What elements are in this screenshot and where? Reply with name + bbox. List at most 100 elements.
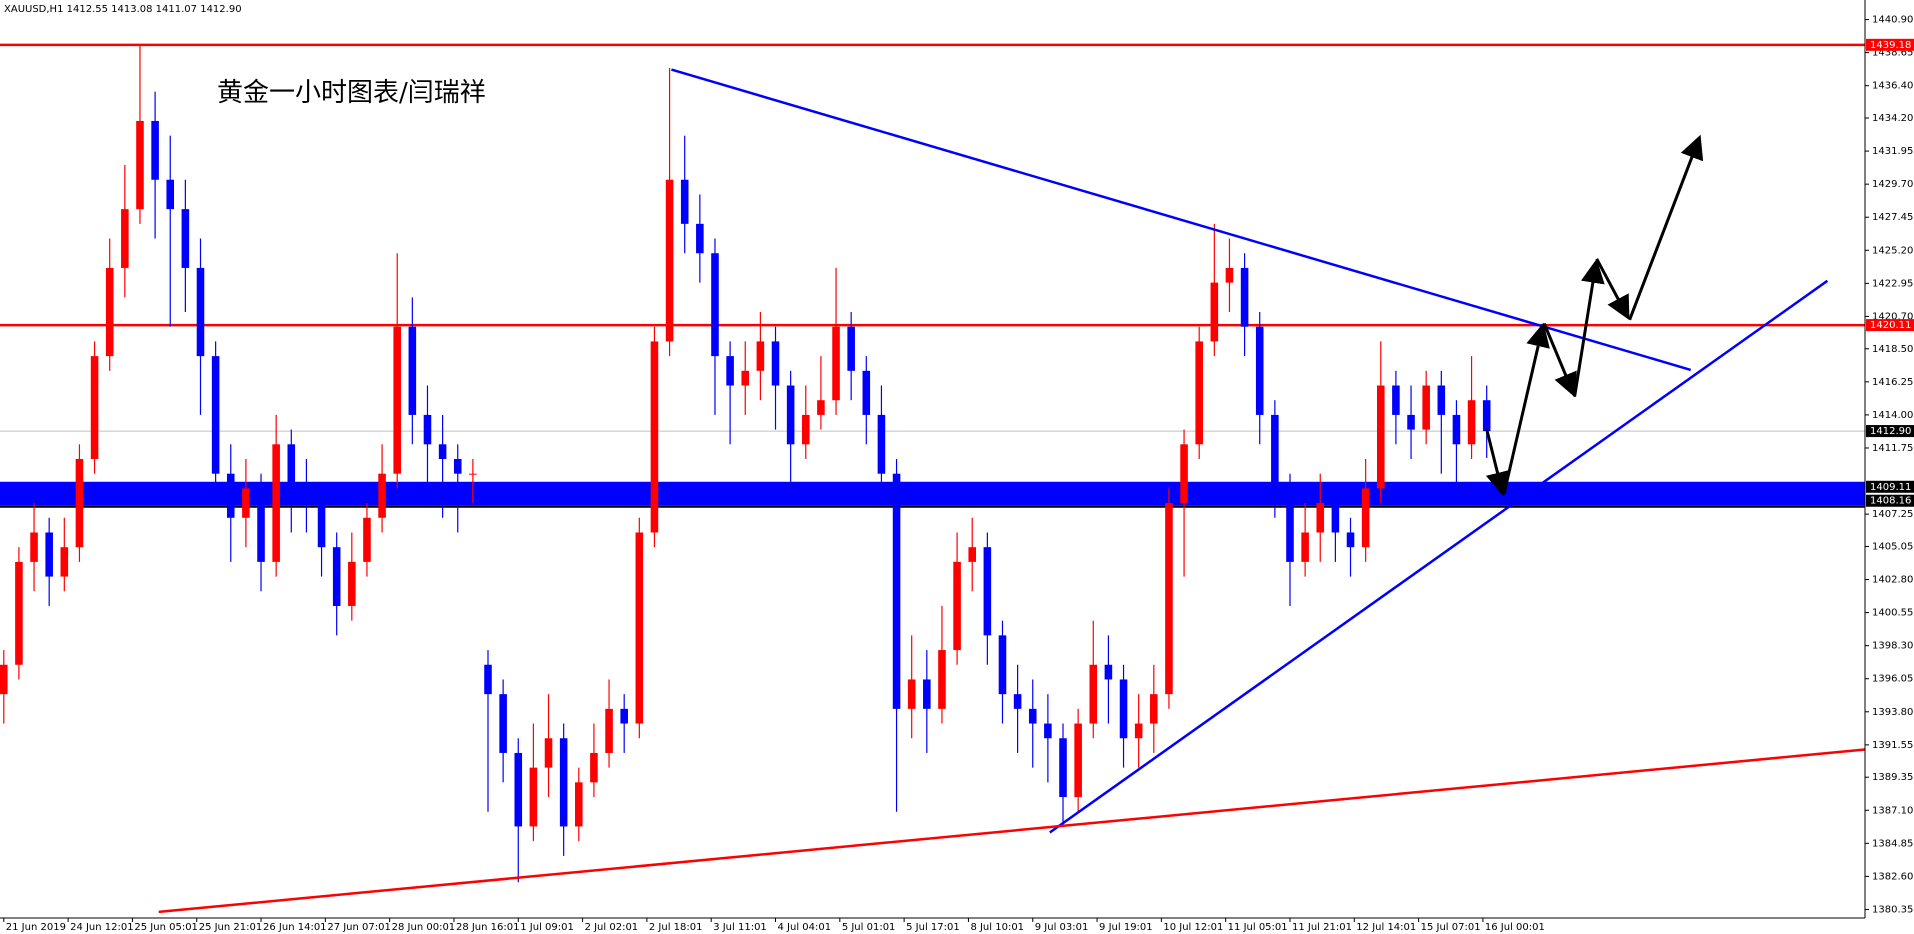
x-tick-label: 10 Jul 12:01 (1163, 922, 1223, 933)
candle-body (1165, 503, 1173, 695)
x-tick-label: 2 Jul 18:01 (649, 922, 703, 933)
y-tick-label: 1422.95 (1872, 278, 1913, 289)
candle-body (242, 488, 250, 518)
candle-body (1240, 267, 1249, 327)
candle-body (211, 356, 220, 474)
x-tick-label: 15 Jul 07:01 (1421, 922, 1481, 933)
candle-body (559, 738, 568, 827)
candle-body (453, 459, 462, 474)
y-tick-label: 1402.80 (1872, 575, 1913, 586)
candle-body (499, 694, 507, 753)
zone (0, 481, 1865, 506)
candle-body (1059, 738, 1067, 798)
x-tick-label: 28 Jun 16:01 (456, 922, 520, 933)
candle-body (726, 356, 734, 386)
candle-body (1028, 708, 1037, 724)
arrow (1595, 258, 1630, 321)
candle-body (1361, 488, 1370, 548)
arrow (1542, 322, 1577, 398)
y-tick-label: 1431.95 (1872, 146, 1913, 157)
y-tick-label: 1405.05 (1872, 541, 1913, 552)
candle-body (711, 253, 719, 357)
arrow (1573, 258, 1605, 397)
candle-body (1452, 414, 1461, 445)
x-tick-label: 4 Jul 04:01 (778, 922, 832, 933)
y-tick-label: 1391.55 (1872, 740, 1913, 751)
candle-body (151, 120, 159, 180)
candle-body (1376, 385, 1385, 489)
candle-body (514, 752, 523, 827)
candle-body (1482, 400, 1491, 432)
y-tick-label: 1389.35 (1872, 772, 1913, 783)
candle-body (423, 414, 432, 445)
candle-body (998, 635, 1007, 695)
y-tick-label: 1434.20 (1872, 113, 1913, 124)
zone-high-box (1866, 480, 1914, 493)
candle-body (1074, 723, 1082, 798)
x-tick-label: 2 Jul 02:01 (585, 922, 639, 933)
candle-body (847, 326, 855, 371)
x-tick-label: 5 Jul 01:01 (842, 922, 896, 933)
candle-body (0, 664, 8, 695)
candle-body (1195, 341, 1203, 445)
candle-body (650, 341, 659, 533)
candle-body (393, 326, 401, 474)
candle-body (90, 356, 99, 459)
y-tick-label: 1429.70 (1872, 179, 1913, 190)
x-tick-label: 25 Jun 21:01 (199, 922, 263, 933)
candle-body (575, 782, 583, 827)
y-tick-label: 1393.80 (1872, 707, 1913, 718)
candle-body (771, 341, 780, 386)
trendline-up (1049, 279, 1829, 834)
y-tick-label: 1418.50 (1872, 344, 1913, 355)
candle-body (257, 488, 265, 562)
drawings: 黄金一小时图表/闫瑞祥 XAUUSD,H1 1412.55 1413.08 14… (4, 4, 1866, 914)
zone-high-label: 1409.11 (1870, 482, 1911, 493)
candle-body (529, 767, 538, 827)
candle-body (801, 414, 810, 445)
candle-body (1255, 326, 1264, 415)
x-tick-label: 8 Jul 10:01 (970, 922, 1024, 933)
candle-body (136, 120, 144, 210)
candle-body (1271, 414, 1279, 489)
candle-body (1286, 488, 1294, 562)
y-tick-label: 1411.75 (1872, 443, 1913, 454)
y-tick-label: 1387.10 (1872, 805, 1913, 816)
candle-body (1392, 385, 1400, 415)
candle-body (166, 179, 175, 210)
arrow (1628, 134, 1704, 321)
y-tick-label: 1438.65 (1872, 48, 1913, 59)
chart-annotation: 黄金一小时图表/闫瑞祥 (217, 78, 486, 108)
candle-body (75, 459, 84, 548)
candle-body (1316, 503, 1325, 533)
arrow (1485, 429, 1510, 497)
candle-body (1119, 679, 1128, 739)
candle-body (484, 664, 492, 695)
level-label: 1439.18 (1870, 40, 1911, 51)
x-tick-label: 5 Jul 17:01 (906, 922, 960, 933)
last-price-label: 1412.90 (1870, 426, 1911, 437)
trendline-support (158, 748, 1866, 914)
x-tick-label: 11 Jul 21:01 (1292, 922, 1352, 933)
x-tick-label: 25 Jun 05:01 (134, 922, 198, 933)
last-price-box (1866, 425, 1914, 438)
candle-body (348, 561, 356, 606)
candle-body (1331, 503, 1340, 533)
candle-body (45, 532, 53, 577)
x-tick-label: 9 Jul 03:01 (1035, 922, 1089, 933)
candle-body (363, 517, 371, 562)
candle-body (620, 708, 628, 724)
candle-body (60, 547, 69, 577)
trendline-down (671, 68, 1692, 372)
y-tick-label: 1400.55 (1872, 608, 1913, 619)
y-tick-label: 1384.85 (1872, 838, 1913, 849)
y-tick-label: 1414.00 (1872, 410, 1913, 421)
candle-body (696, 223, 704, 254)
candle-body (1407, 414, 1415, 430)
candle-body (1301, 532, 1309, 562)
candle-body (786, 385, 795, 445)
candle-body (272, 444, 280, 562)
